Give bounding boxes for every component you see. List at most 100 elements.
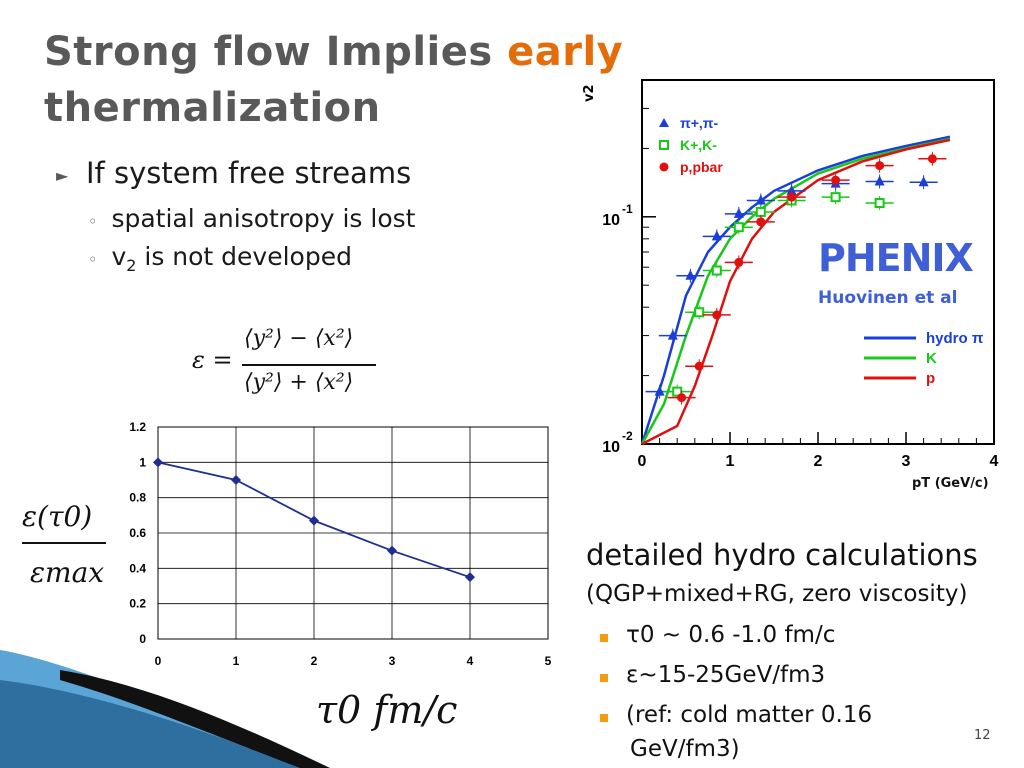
detail-bullet-3-cont: GeV/fm3) [630,736,740,762]
v2-plot-ylabel: v2 [582,84,597,102]
v2-subscript: 2 [126,256,137,275]
circle-bullet-icon: ◦ [88,250,98,269]
kaon-point [874,198,885,209]
legend-label: K+,K- [680,137,717,153]
equation-denominator: ⟨y²⟩ + ⟨x²⟩ [244,370,354,395]
proton-point [694,361,704,371]
square-bullet-icon [600,674,608,682]
legend-circle-icon [659,162,669,172]
pion-point [667,329,678,340]
sub-bullet-2: ◦ v2 is not developed [88,242,352,275]
y-tick-label: 0 [139,632,146,646]
proton-point [787,192,797,202]
legend-label: p,pbar [680,159,723,175]
y-tick-base: 10 [602,439,620,456]
detail-bullet-3: (ref: cold matter 0.16 [600,702,872,728]
huovinen-label: Huovinen et al [818,288,958,308]
x-tick-label: 0 [155,654,162,668]
kaon-point [711,265,722,276]
proton-point [712,310,722,320]
data-point [309,515,319,526]
pion-point [711,230,722,241]
hydro-legend-label: hydro π [926,330,984,347]
hydro-legend-label: p [926,370,935,387]
y-tick-label: 0.4 [129,561,146,575]
y-tick-exponent: -2 [622,429,633,443]
x-tick-label: 3 [389,654,396,668]
pion-point [685,269,696,280]
x-tick-label: 1 [233,654,240,668]
detail-bullet-2: ε~15-25GeV/fm3 [600,662,825,688]
proton-point [756,217,766,227]
detail-bullet-1: τ0 ~ 0.6 -1.0 fm/c [600,622,835,648]
page-number: 12 [974,728,991,743]
sub-bullet-1: ◦ spatial anisotropy is lost [88,204,415,233]
legend-label: π+,π- [680,115,719,131]
hydro-curve [640,137,951,445]
equation-numerator: ⟨y²⟩ − ⟨x²⟩ [244,326,354,351]
y-tick-label: 1 [139,455,146,469]
legend-square-icon [659,140,669,150]
y-tick-base: 10 [602,212,620,229]
line-chart-ylabel-den: εmax [30,556,105,589]
hydro-curve [640,135,951,445]
hydro-curve [641,138,951,446]
y-tick-label: 0.2 [129,597,146,611]
proton-point [734,257,744,267]
v2-symbol: v [111,242,127,271]
circle-bullet-icon: ◦ [88,212,98,231]
pion-point [786,184,797,195]
x-tick-label: 5 [545,654,552,668]
pion-point [733,207,744,218]
line-chart-ylabel-num: ε(τ0) [22,500,93,533]
x-tick-label: 1 [726,453,735,470]
triangle-bullet-icon: ► [56,166,69,185]
y-tick-label: 1.2 [129,420,146,434]
pion-point [874,175,885,186]
square-bullet-icon [600,714,608,722]
bullet-main-text: If system free streams [86,156,412,190]
kaon-point [755,206,766,217]
title-accent: early [507,29,624,75]
y-tick-label: 0.8 [129,491,146,505]
proton-point [831,175,841,185]
decorative-swoosh [0,650,330,768]
sub-bullet-1-text: spatial anisotropy is lost [111,204,416,233]
title-part1: Strong flow Implies [44,29,508,75]
data-point [387,545,397,556]
line-chart: 0 0.2 0.4 0.6 0.8 1 1.2 0 1 2 3 4 5 [129,420,552,668]
slide-title: Strong flow Implies early thermalization [44,24,623,136]
pion-point [918,176,929,187]
proton-point [927,154,937,164]
kaon-point [830,192,841,203]
equation-lhs: ε = [192,346,233,374]
data-point [231,475,241,485]
x-tick-label: 4 [990,453,999,470]
data-point [153,457,163,468]
equation-fraction-line [242,364,376,366]
data-point [465,572,475,583]
kaon-point [733,222,744,233]
proton-point [677,393,687,403]
x-tick-label: 3 [902,453,911,470]
hydro-legend-label: K [926,350,937,367]
x-tick-label: 0 [638,453,647,470]
kaon-point [694,307,705,318]
x-tick-label: 4 [467,654,474,668]
sub-bullet-2-text: is not developed [144,242,352,271]
detail-subheading: (QGP+mixed+RG, zero viscosity) [586,581,968,607]
x-tick-label: 2 [311,654,318,668]
proton-point [875,161,885,171]
pion-point [755,194,766,205]
y-tick-exponent: -1 [622,202,633,216]
detail-heading: detailed hydro calculations [586,538,978,572]
title-line2: thermalization [44,85,381,131]
ylabel-fraction-line [22,542,106,544]
v2-plot-xlabel: pT (GeV/c) [912,476,989,491]
x-tick-label: 2 [814,453,823,470]
legend-triangle-icon [659,118,669,127]
line-chart-xlabel: τ0 fm/c [316,688,458,732]
pion-point [654,385,665,396]
y-tick-label: 0.6 [129,526,146,540]
